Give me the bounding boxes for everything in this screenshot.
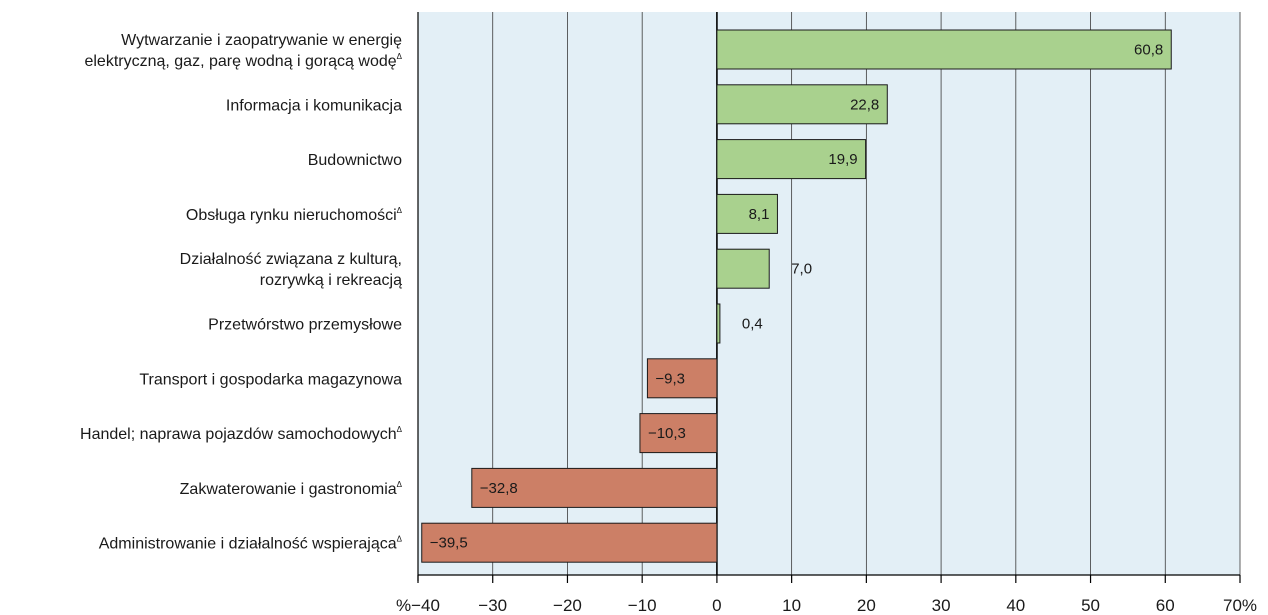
bar: [716, 139, 867, 180]
value-label: 60,8: [1134, 42, 1163, 59]
footnote-mark: Δ: [397, 425, 403, 434]
category-label: Przetwórstwo przemysłowe: [208, 317, 402, 334]
x-tick-label: 40: [1006, 596, 1025, 615]
bar: [716, 193, 778, 234]
category-label: Obsługa rynku nieruchomościΔ: [186, 206, 403, 224]
value-label: −32,8: [480, 480, 518, 497]
bar: [716, 303, 721, 344]
x-tick-label: 70%: [1223, 596, 1257, 615]
category-label: Budownictwo: [308, 152, 402, 169]
x-tick-label: 60: [1156, 596, 1175, 615]
x-tick-label: 30: [932, 596, 951, 615]
x-tick-label: −30: [478, 596, 507, 615]
bar: [639, 413, 718, 454]
value-label: 19,9: [828, 151, 857, 168]
value-label: −10,3: [648, 425, 686, 442]
value-label: −39,5: [430, 535, 468, 552]
value-label: 7,0: [791, 261, 812, 278]
category-label: Handel; naprawa pojazdów samochodowychΔ: [80, 425, 403, 443]
bar: [716, 84, 888, 125]
category-label: Transport i gospodarka magazynowa: [139, 371, 402, 388]
value-label: 22,8: [850, 96, 879, 113]
x-tick-label: 20: [857, 596, 876, 615]
category-label: elektryczną, gaz, parę wodną i gorącą wo…: [84, 52, 402, 70]
footnote-mark: Δ: [397, 206, 403, 215]
value-label: 0,4: [742, 316, 763, 333]
x-tick-label: 50: [1081, 596, 1100, 615]
x-tick-label: %−40: [396, 596, 440, 615]
x-tick-label: 10: [782, 596, 801, 615]
category-label: Zakwaterowanie i gastronomiaΔ: [180, 480, 403, 498]
bar: [716, 29, 1172, 70]
footnote-mark: Δ: [397, 480, 403, 489]
x-tick-label: −10: [628, 596, 657, 615]
category-label: Wytwarzanie i zaopatrywanie w energię: [121, 32, 402, 49]
category-label: Działalność związana z kulturą,: [180, 251, 402, 268]
footnote-mark: Δ: [397, 52, 403, 61]
footnote-mark: Δ: [397, 535, 403, 544]
bar: [421, 522, 718, 563]
x-tick-label: 0: [712, 596, 721, 615]
bar: [646, 358, 718, 399]
bar: [471, 467, 718, 508]
category-label: rozrywką i rekreacją: [260, 272, 402, 289]
x-tick-label: −20: [553, 596, 582, 615]
value-label: 8,1: [749, 206, 770, 223]
category-label: Informacja i komunikacja: [226, 97, 402, 114]
bar: [716, 248, 770, 289]
value-label: −9,3: [655, 370, 685, 387]
category-label: Administrowanie i działalność wspierając…: [99, 535, 403, 553]
